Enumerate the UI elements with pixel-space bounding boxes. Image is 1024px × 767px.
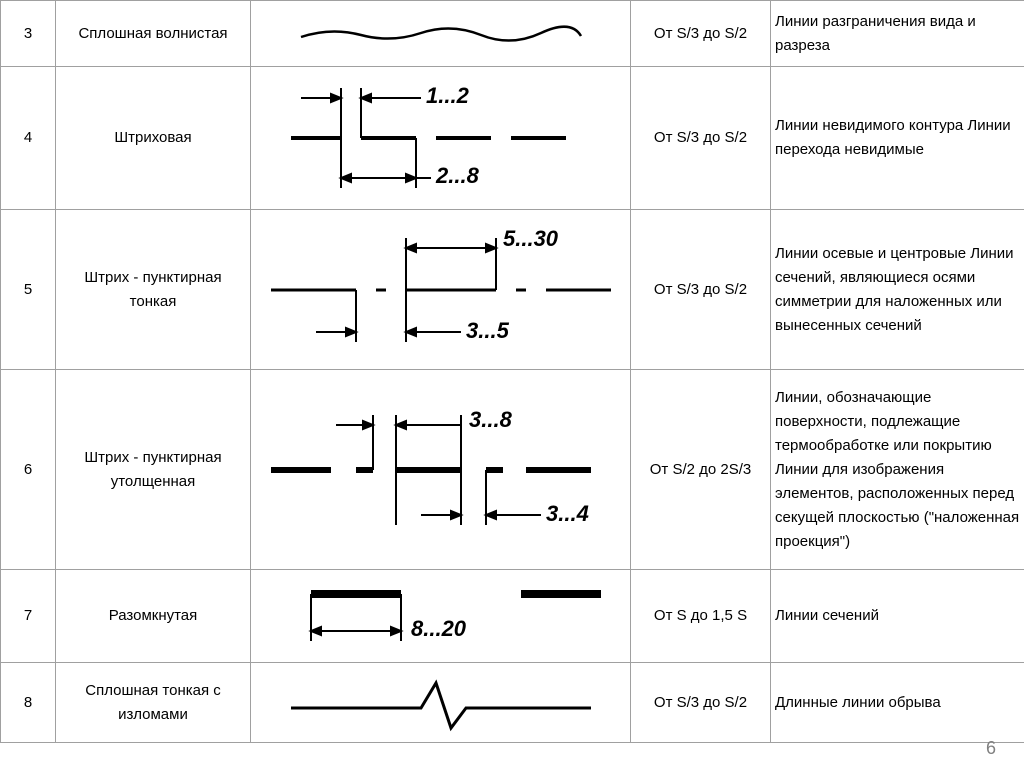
line-diagram [251,1,631,67]
line-name: Штрих - пунктирная утолщенная [56,370,251,570]
dashdot-thick-icon: 3...8 3...4 [261,395,621,545]
row-number: 8 [1,663,56,743]
dim-label: 3...4 [546,501,589,526]
line-types-table: 3 Сплошная волнистая От S/3 до S/2 Линии… [0,0,1024,743]
table-row: 8 Сплошная тонкая с изломами От S/3 до S… [1,663,1024,743]
line-thickness: От S до 1,5 S [631,570,771,663]
row-number: 7 [1,570,56,663]
table-row: 7 Разомкнутая 8...20 От S до [1,570,1024,663]
dashdot-thin-icon: 5...30 3...5 [261,220,621,360]
dim-label: 2...8 [435,163,480,188]
line-diagram: 3...8 3...4 [251,370,631,570]
row-number: 4 [1,67,56,210]
line-thickness: От S/3 до S/2 [631,663,771,743]
table-row: 3 Сплошная волнистая От S/3 до S/2 Линии… [1,1,1024,67]
line-name: Штрих - пунктирная тонкая [56,210,251,370]
line-diagram: 8...20 [251,570,631,663]
row-number: 5 [1,210,56,370]
line-desc: Линии осевые и центровые Линии сечений, … [771,210,1024,370]
line-desc: Линии невидимого контура Линии перехода … [771,67,1024,210]
line-name: Штриховая [56,67,251,210]
dim-label: 1...2 [426,83,470,108]
row-number: 6 [1,370,56,570]
line-thickness: От S/3 до S/2 [631,67,771,210]
dim-label: 5...30 [503,226,559,251]
wavy-line-icon [291,19,591,49]
line-diagram: 1...2 2...8 [251,67,631,210]
open-line-icon: 8...20 [271,576,611,656]
table-row: 4 Штриховая [1,67,1024,210]
page-number: 6 [986,738,996,759]
line-desc: Длинные линии обрыва [771,663,1024,743]
line-desc: Линии разграничения вида и разреза [771,1,1024,67]
row-number: 3 [1,1,56,67]
line-thickness: От S/2 до 2S/3 [631,370,771,570]
line-name: Разомкнутая [56,570,251,663]
dim-label: 3...8 [469,407,513,432]
table-row: 5 Штрих - пунктирная тонкая [1,210,1024,370]
line-name: Сплошная тонкая с изломами [56,663,251,743]
line-thickness: От S/3 до S/2 [631,210,771,370]
table-row: 6 Штрих - пунктирная утолщенная [1,370,1024,570]
line-desc: Линии сечений [771,570,1024,663]
dim-label: 3...5 [466,318,510,343]
dashed-dim-icon: 1...2 2...8 [271,73,611,203]
line-desc: Линии, обозначающие поверхности, подлежа… [771,370,1024,570]
line-diagram [251,663,631,743]
line-thickness: От S/3 до S/2 [631,1,771,67]
dim-label: 8...20 [411,616,467,641]
line-diagram: 5...30 3...5 [251,210,631,370]
zigzag-line-icon [281,673,601,733]
line-name: Сплошная волнистая [56,1,251,67]
